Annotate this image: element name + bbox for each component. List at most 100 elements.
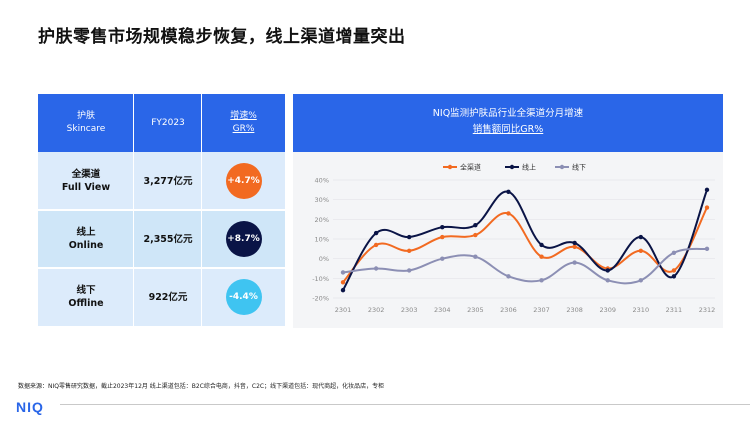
data-point: [406, 248, 412, 253]
row-value: 2,355亿元: [143, 233, 193, 245]
data-point: [440, 256, 445, 261]
header-skincare: 护肤 Skincare: [38, 94, 134, 152]
x-tick-label: 2304: [434, 306, 451, 314]
row-growth: +4.7%: [202, 152, 285, 210]
chart-subtitle: 销售额同比GR%: [472, 124, 544, 135]
monthly-growth-line-chart: -20% -10% 0% 10% 20% 30% 40% 2301 2302 2303 2304 23…: [312, 163, 716, 315]
table-header: 护肤 Skincare FY2023 增速% GR%: [38, 94, 285, 152]
data-point: [671, 250, 677, 255]
data-point: [539, 242, 544, 248]
source-footnote: 数据来源：NIQ零售研究数据，截止2023年12月 线上渠道包括：B2C综合电商…: [18, 383, 385, 390]
data-point: [406, 268, 412, 273]
data-point: [506, 274, 511, 279]
series-line: [342, 189, 708, 291]
row-growth: +8.7%: [202, 210, 285, 268]
row-value: 3,277亿元: [143, 175, 193, 187]
legend-label: 全渠道: [460, 163, 481, 172]
data-point: [704, 187, 710, 193]
chart-panel: NIQ监测护肤品行业全渠道分月增速 销售额同比GR% -20% -10% 0% 10%…: [293, 94, 723, 328]
header-growth-cn: 增速%: [230, 111, 257, 121]
data-point: [671, 274, 677, 279]
header-growth: 增速% GR%: [202, 94, 285, 152]
data-point: [638, 278, 644, 283]
data-point: [373, 242, 379, 248]
bottom-divider: [60, 404, 750, 405]
legend-marker: [447, 164, 453, 170]
row-name: 线上 Online: [38, 210, 134, 268]
x-tick-label: 2305: [467, 306, 484, 314]
y-tick-label: -10%: [312, 275, 329, 283]
legend-label: 线上: [522, 163, 536, 172]
table-row-offline: 线下 Offline 922亿元 -4.4%: [38, 268, 285, 326]
row-name-cn: 线下: [76, 285, 96, 296]
x-tick-label: 2303: [401, 306, 418, 314]
growth-badge: +8.7%: [225, 221, 262, 257]
x-tick-label: 2309: [599, 306, 616, 314]
row-value: 922亿元: [148, 291, 188, 303]
legend-marker: [559, 164, 565, 170]
header-growth-en: GR%: [232, 124, 255, 134]
x-tick-label: 2310: [633, 306, 650, 314]
legend-label: 线下: [572, 163, 586, 172]
row-divider: [38, 267, 285, 269]
data-point: [539, 254, 544, 259]
table-row-full-view: 全渠道 Full View 3,277亿元 +4.7%: [38, 152, 285, 210]
y-tick-label: 20%: [315, 216, 329, 224]
data-point: [473, 223, 478, 228]
x-tick-label: 2302: [368, 306, 385, 314]
row-name-en: Online: [68, 240, 104, 251]
column-divider: [201, 94, 202, 326]
data-point: [539, 278, 544, 283]
data-point: [572, 260, 577, 265]
growth-badge: -4.4%: [225, 279, 262, 315]
x-tick-label: 2311: [666, 306, 683, 314]
row-divider: [38, 209, 285, 211]
data-point: [473, 254, 478, 259]
growth-badge: +4.7%: [225, 163, 262, 199]
data-point: [373, 230, 379, 236]
data-point: [572, 240, 577, 246]
y-tick-label: 10%: [315, 236, 329, 244]
x-tick-label: 2301: [335, 306, 352, 314]
data-point: [704, 205, 710, 210]
data-point: [506, 211, 511, 216]
data-point: [506, 189, 511, 194]
data-point: [704, 246, 710, 252]
data-point: [373, 266, 379, 271]
niq-logo: NIQ: [16, 399, 44, 415]
x-tick-label: 2308: [566, 306, 583, 314]
series-line: [342, 247, 708, 285]
row-name: 全渠道 Full View: [38, 152, 134, 210]
data-point: [473, 232, 478, 238]
row-growth: -4.4%: [202, 268, 285, 326]
header-skincare-cn: 护肤: [76, 111, 95, 121]
chart-title: NIQ监测护肤品行业全渠道分月增速: [432, 108, 584, 119]
data-point: [605, 268, 610, 273]
data-point: [638, 248, 644, 253]
legend-marker: [509, 164, 515, 170]
data-point: [605, 278, 610, 283]
y-tick-label: 30%: [315, 196, 329, 204]
x-tick-label: 2306: [500, 306, 517, 314]
data-point: [638, 234, 644, 240]
y-tick-label: -20%: [312, 295, 329, 303]
header-fy2023: FY2023: [151, 117, 185, 128]
data-point: [671, 268, 677, 273]
page-title: 护肤零售市场规模稳步恢复，线上渠道增量突出: [38, 27, 406, 47]
row-name-cn: 全渠道: [71, 169, 101, 180]
skincare-summary-table: 护肤 Skincare FY2023 增速% GR% 全渠道 Full View…: [38, 94, 285, 326]
data-point: [340, 287, 346, 293]
data-point: [572, 244, 577, 250]
y-tick-label: 0%: [319, 255, 329, 263]
data-point: [406, 234, 412, 240]
table-row-online: 线上 Online 2,355亿元 +8.7%: [38, 210, 285, 268]
row-name-cn: 线上: [76, 227, 96, 238]
x-tick-label: 2312: [699, 306, 716, 314]
header-skincare-en: Skincare: [66, 124, 106, 134]
chart-header: NIQ监测护肤品行业全渠道分月增速 销售额同比GR%: [293, 94, 723, 152]
data-point: [440, 234, 445, 240]
row-name-en: Full View: [61, 182, 111, 193]
column-divider: [133, 94, 134, 326]
y-tick-label: 40%: [315, 177, 329, 185]
row-name-en: Offline: [68, 298, 104, 309]
